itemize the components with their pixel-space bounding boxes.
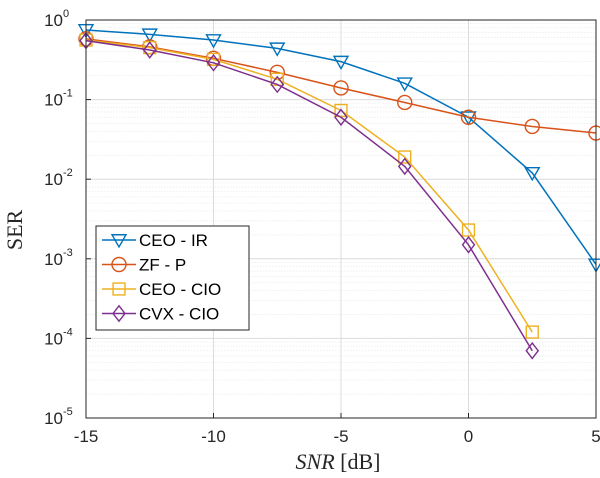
triangle-down-marker: [396, 77, 413, 92]
y-tick-exponent: 0: [63, 8, 69, 20]
legend-entry: ZF - P: [102, 256, 186, 275]
legend-label: CVX - CIO: [139, 305, 219, 324]
square-marker: [112, 282, 126, 296]
x-axis-unit: [dB]: [340, 449, 380, 474]
legend-label: ZF - P: [139, 256, 186, 275]
series-line: [85, 29, 597, 265]
x-tick-label: -5: [333, 427, 348, 446]
circle-marker: [111, 256, 127, 273]
triangle-down-marker: [205, 34, 222, 49]
series-cvx-cio: [79, 31, 540, 360]
diamond-marker: [461, 235, 476, 254]
diamond-marker: [334, 108, 348, 127]
square-marker: [398, 150, 412, 164]
x-tick-label: -15: [74, 427, 99, 446]
legend-label: CEO - CIO: [139, 280, 221, 299]
series-line: [85, 39, 533, 333]
square-marker: [206, 52, 221, 67]
y-tick-label: 10: [44, 170, 63, 189]
circle-marker: [333, 80, 349, 96]
y-tick-label: 10: [44, 409, 63, 428]
diamond-marker: [112, 304, 126, 323]
circle-marker: [460, 109, 477, 125]
x-tick-label: 5: [591, 427, 600, 446]
legend: CEO - IR ZF - P CEO - CIO CVX - CIO: [95, 225, 250, 331]
x-axis-ticks: -15 -10 -5 0 5: [74, 413, 600, 446]
x-axis-title: SNR [dB]: [296, 449, 381, 474]
y-tick-exponent: -5: [63, 406, 73, 418]
diamond-marker: [142, 41, 157, 59]
y-tick-exponent: -1: [63, 88, 73, 100]
legend-entry: CEO - CIO: [102, 280, 221, 299]
y-tick-label: 10: [44, 11, 63, 30]
series-line: [85, 39, 533, 352]
diamond-marker: [206, 53, 221, 72]
legend-entry: CVX - CIO: [102, 305, 219, 324]
legend-entry: CEO - IR: [102, 231, 208, 250]
circle-marker: [397, 94, 413, 111]
y-tick-label: 10: [44, 329, 63, 348]
y-tick-label: 10: [44, 250, 63, 269]
circle-marker: [524, 118, 540, 135]
y-tick-label: 10: [44, 91, 63, 110]
series-line: [85, 38, 597, 134]
triangle-down-marker: [524, 166, 541, 182]
square-marker: [525, 325, 539, 339]
x-axis-variable: SNR: [296, 449, 336, 474]
y-tick-exponent: -3: [63, 247, 73, 259]
diamond-marker: [525, 341, 540, 360]
y-tick-exponent: -4: [63, 326, 73, 338]
x-tick-label: -10: [201, 427, 226, 446]
y-tick-exponent: -2: [63, 167, 73, 179]
diamond-marker: [397, 157, 412, 176]
y-axis-title: SER: [2, 210, 27, 251]
series-ceo-cio: [79, 33, 539, 339]
x-tick-label: 0: [464, 427, 473, 446]
legend-label: CEO - IR: [139, 231, 208, 250]
triangle-down-marker: [269, 42, 286, 57]
triangle-down-marker: [141, 28, 158, 43]
triangle-down-marker: [332, 55, 350, 71]
triangle-down-marker: [110, 234, 128, 249]
diamond-marker: [270, 75, 285, 94]
major-grid: [85, 19, 597, 419]
